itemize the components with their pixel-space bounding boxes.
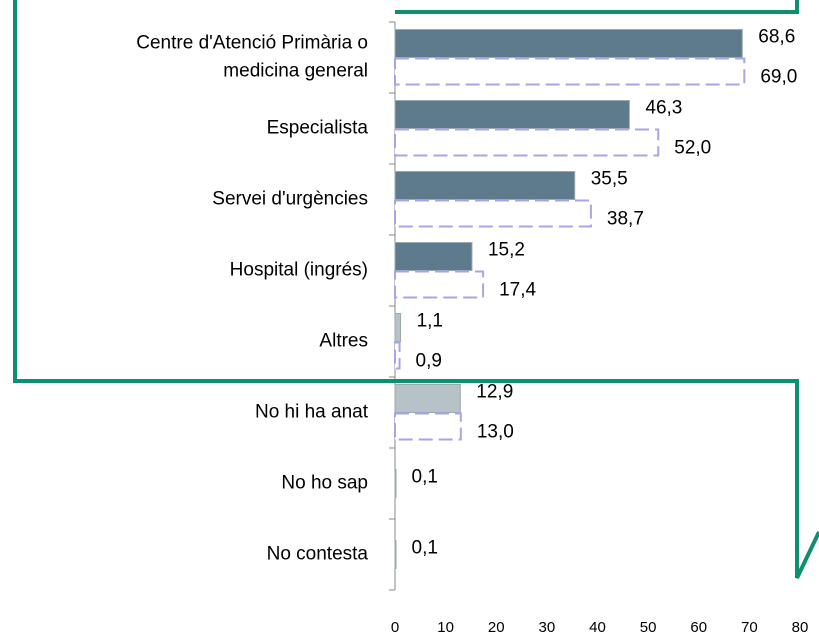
- bar: [394, 341, 401, 370]
- data-label: 1,1: [417, 311, 443, 332]
- data-label: 69,0: [760, 67, 797, 88]
- y-tick-label: Especialista: [267, 118, 369, 139]
- y-tick-label: medicina general: [223, 61, 368, 82]
- data-label: 0,9: [416, 351, 442, 372]
- bar: [394, 57, 746, 86]
- bar: [394, 29, 743, 58]
- y-tick-label: No contesta: [267, 544, 369, 565]
- data-label: 13,0: [477, 422, 514, 443]
- data-label: 52,0: [674, 138, 711, 159]
- y-tick-label: Altres: [319, 331, 368, 352]
- x-tick-label: 20: [488, 619, 505, 635]
- data-label: 0,1: [412, 538, 438, 559]
- data-label: 0,1: [412, 467, 438, 488]
- bar: [394, 469, 397, 498]
- bar: [394, 313, 402, 342]
- data-label: 68,6: [758, 27, 795, 48]
- bar: [394, 412, 462, 441]
- data-label: 15,2: [488, 240, 525, 261]
- y-tick-label: No hi ha anat: [255, 402, 369, 423]
- bar: [394, 128, 660, 157]
- highlight-outline: [395, 0, 799, 14]
- bar: [394, 242, 473, 271]
- x-tick-label: 80: [792, 619, 809, 635]
- x-tick-label: 30: [539, 619, 556, 635]
- data-label: 12,9: [476, 382, 513, 403]
- y-tick-label: Servei d'urgències: [212, 189, 368, 210]
- y-tick-label: Hospital (ingrés): [230, 260, 368, 281]
- bar: [394, 100, 630, 129]
- bar: [394, 540, 397, 569]
- data-label: 17,4: [499, 280, 536, 301]
- data-label: 46,3: [645, 98, 682, 119]
- y-tick-label: No ho sap: [281, 473, 368, 494]
- highlight-outline: [13, 0, 819, 579]
- data-label: 38,7: [607, 209, 644, 230]
- data-label: 35,5: [591, 169, 628, 190]
- x-tick-label: 0: [391, 619, 399, 635]
- x-tick-label: 70: [741, 619, 758, 635]
- bar: [394, 270, 485, 299]
- x-tick-label: 60: [690, 619, 707, 635]
- bar: [394, 199, 592, 228]
- x-tick-label: 10: [437, 619, 454, 635]
- bar: [394, 171, 576, 200]
- y-tick-label: Centre d'Atenció Primària o: [136, 33, 368, 54]
- x-tick-label: 40: [589, 619, 606, 635]
- x-tick-label: 50: [640, 619, 657, 635]
- bar: [394, 384, 461, 413]
